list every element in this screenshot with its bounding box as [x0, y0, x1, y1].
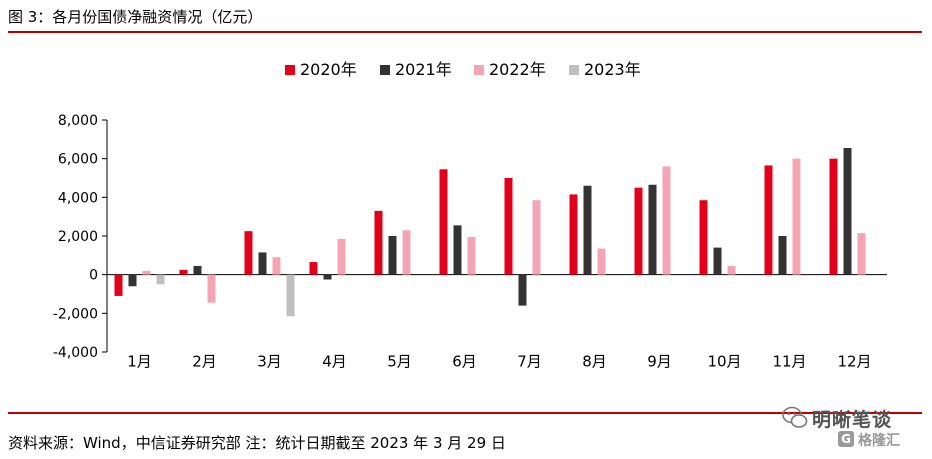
top-divider [8, 31, 922, 33]
x-tick-label: 6月 [452, 353, 477, 371]
bar-2022年-1月 [142, 270, 151, 275]
y-tick-label: 2,000 [58, 229, 98, 245]
bar-2022年-11月 [792, 158, 801, 275]
bar-2020年-9月 [634, 187, 643, 275]
x-tick-label: 12月 [837, 353, 871, 371]
y-tick-label: 4,000 [58, 190, 98, 206]
bar-2020年-2月 [179, 269, 188, 275]
watermark-name: 明晰笔谈 [812, 409, 893, 431]
bar-2021年-11月 [778, 236, 787, 275]
bar-2020年-3月 [244, 231, 253, 275]
source-note: 资料来源：Wind，中信证券研究部 注：统计日期截至 2023 年 3 月 29… [8, 434, 506, 452]
legend-swatch-2020年 [285, 65, 295, 75]
bar-2021年-5月 [388, 236, 397, 275]
x-tick-label: 1月 [127, 353, 152, 371]
bar-2021年-3月 [258, 252, 267, 275]
bar-2021年-2月 [193, 265, 202, 275]
legend-label-2020年: 2020年 [300, 60, 357, 79]
legend-swatch-2023年 [569, 65, 579, 75]
bar-2021年-8月 [583, 185, 592, 275]
bar-2020年-7月 [504, 178, 513, 275]
legend-label-2021年: 2021年 [395, 60, 452, 79]
bar-2023年-3月 [286, 274, 295, 317]
bar-2022年-9月 [662, 166, 671, 275]
bar-2021年-9月 [648, 184, 657, 275]
x-tick-label: 9月 [647, 353, 672, 371]
bar-2022年-12月 [857, 233, 866, 275]
bar-2023年-1月 [156, 274, 165, 285]
bar-2020年-4月 [309, 262, 318, 275]
bar-2020年-1月 [114, 274, 123, 296]
y-tick-label: 6,000 [58, 152, 98, 168]
x-tick-label: 11月 [772, 353, 806, 371]
x-tick-label: 4月 [322, 353, 347, 371]
bar-2020年-12月 [829, 158, 838, 275]
x-tick-label: 5月 [387, 353, 412, 371]
legend-swatch-2022年 [474, 65, 484, 75]
bar-2022年-3月 [272, 257, 281, 275]
bar-chart: 8,000 6,000 4,000 2,000 0 -2,000 -4,000 1月 2月 3月 4… [53, 60, 887, 371]
bar-2022年-2月 [207, 274, 216, 303]
bar-2020年-5月 [374, 210, 383, 275]
bar-2022年-8月 [597, 248, 606, 275]
bar-2020年-10月 [699, 200, 708, 275]
legend-label-2023年: 2023年 [584, 60, 641, 79]
bar-2020年-8月 [569, 194, 578, 275]
bar-2022年-6月 [467, 236, 476, 275]
bar-2021年-6月 [453, 225, 462, 275]
bottom-divider [8, 412, 922, 414]
y-tick-label: -4,000 [53, 345, 98, 361]
x-tick-label: 7月 [517, 353, 542, 371]
bar-2021年-10月 [713, 247, 722, 275]
y-tick-label: 8,000 [58, 113, 98, 129]
bar-2021年-12月 [843, 148, 852, 275]
bar-2022年-5月 [402, 230, 411, 275]
watermark-site: 格隆汇 [858, 433, 900, 449]
x-tick-label: 3月 [257, 353, 282, 371]
x-tick-label: 10月 [707, 353, 741, 371]
legend-label-2022年: 2022年 [489, 60, 546, 79]
y-tick-label: 0 [89, 268, 98, 284]
y-tick-label: -2,000 [53, 306, 98, 322]
x-tick-label: 2月 [192, 353, 217, 371]
x-tick-label: 8月 [582, 353, 607, 371]
g-logo-icon: G [838, 431, 854, 447]
bar-2020年-11月 [764, 165, 773, 275]
bar-2022年-7月 [532, 200, 541, 275]
bar-2022年-10月 [727, 265, 736, 275]
bar-2022年-4月 [337, 238, 346, 275]
bar-2021年-7月 [518, 274, 527, 306]
watermark: 明晰笔谈 G 格隆汇 [780, 404, 928, 456]
legend-swatch-2021年 [380, 65, 390, 75]
bar-2021年-1月 [128, 274, 137, 287]
bar-2020年-6月 [439, 169, 448, 275]
wechat-bubble-icon [782, 406, 808, 434]
bar-2021年-4月 [323, 274, 332, 280]
figure-title: 图 3：各月份国债净融资情况（亿元） [8, 8, 263, 26]
